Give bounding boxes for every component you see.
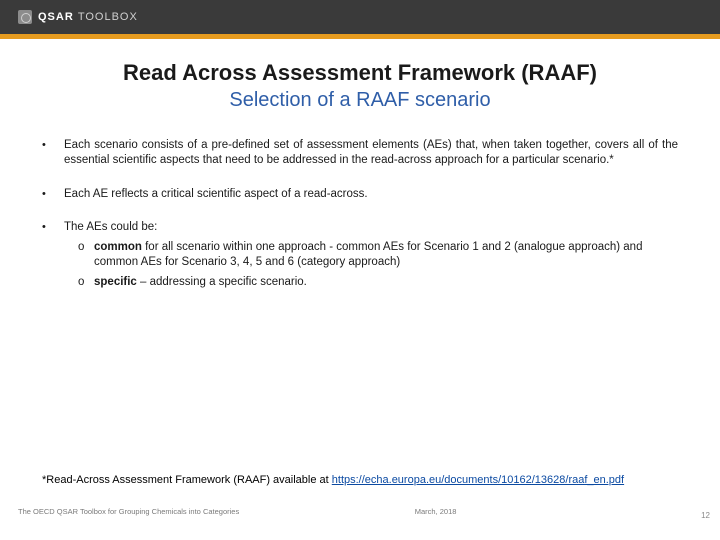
content-area: Read Across Assessment Framework (RAAF) …	[0, 39, 720, 540]
logo-left: QSAR	[38, 11, 74, 23]
bullet-intro: The AEs could be:	[64, 221, 157, 233]
footnote: *Read-Across Assessment Framework (RAAF)…	[42, 474, 624, 486]
logo-icon	[18, 10, 32, 24]
page-number: 12	[701, 511, 710, 520]
sub-list: o common for all scenario within one app…	[64, 240, 678, 291]
bullet-item: • Each AE reflects a critical scientific…	[42, 187, 678, 203]
sub-item: o common for all scenario within one app…	[78, 240, 678, 271]
sub-bullet-o-icon: o	[78, 275, 94, 291]
bullet-list: • Each scenario consists of a pre-define…	[36, 138, 684, 295]
title-line-2: Selection of a RAAF scenario	[36, 89, 684, 112]
footer: The OECD QSAR Toolbox for Grouping Chemi…	[18, 507, 702, 516]
footer-date: March, 2018	[415, 507, 457, 516]
sub-item-rest: – addressing a specific scenario.	[137, 276, 307, 288]
sub-item-lead: common	[94, 241, 142, 253]
bullet-text: Each scenario consists of a pre-defined …	[64, 138, 678, 169]
header-bar: QSAR TOOLBOX	[0, 0, 720, 34]
bullet-dot-icon: •	[42, 187, 64, 203]
bullet-item: • The AEs could be: o common for all sce…	[42, 220, 678, 294]
bullet-dot-icon: •	[42, 220, 64, 294]
logo-right: TOOLBOX	[78, 11, 138, 23]
logo: QSAR TOOLBOX	[18, 10, 138, 24]
sub-item-lead: specific	[94, 276, 137, 288]
sub-item: o specific – addressing a specific scena…	[78, 275, 678, 291]
sub-item-text: specific – addressing a specific scenari…	[94, 275, 678, 291]
footnote-link[interactable]: https://echa.europa.eu/documents/10162/1…	[332, 474, 624, 486]
footnote-prefix: *Read-Across Assessment Framework (RAAF)…	[42, 474, 332, 486]
footer-left: The OECD QSAR Toolbox for Grouping Chemi…	[18, 507, 702, 516]
bullet-item: • Each scenario consists of a pre-define…	[42, 138, 678, 169]
sub-bullet-o-icon: o	[78, 240, 94, 256]
title-line-1: Read Across Assessment Framework (RAAF)	[36, 59, 684, 87]
bullet-text: Each AE reflects a critical scientific a…	[64, 187, 678, 203]
logo-text: QSAR TOOLBOX	[38, 11, 138, 23]
bullet-dot-icon: •	[42, 138, 64, 169]
bullet-body: The AEs could be: o common for all scena…	[64, 220, 678, 294]
sub-item-text: common for all scenario within one appro…	[94, 240, 678, 271]
sub-item-rest: for all scenario within one approach - c…	[94, 241, 642, 269]
